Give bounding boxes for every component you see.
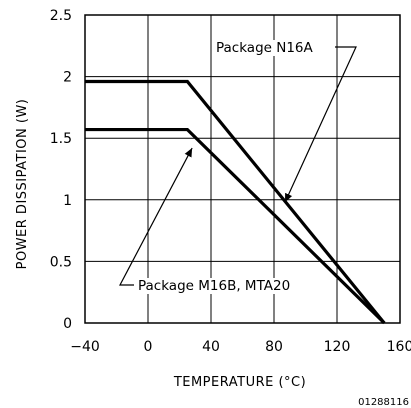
x-tick-label: 40: [202, 339, 220, 355]
grid-lines: [84, 14, 401, 324]
plot-frame: [84, 14, 401, 324]
x-tick-label: 160: [387, 339, 411, 355]
x-axis-title: TEMPERATURE (°C): [173, 375, 306, 390]
x-tick-label: 80: [265, 339, 283, 355]
x-tick-label: 120: [324, 339, 351, 355]
annotations: Package N16A Package M16B, MTA20: [119, 40, 357, 294]
annotation-label-bg: [136, 278, 293, 294]
annotation-label-bg: [214, 40, 316, 56]
annotation-arrow-n16a: [284, 46, 357, 203]
y-tick-label: 1: [63, 193, 72, 209]
series-line-n16a: [85, 79, 386, 325]
tick-labels: −40 0 40 80 120 160 0 0.5 1 1.5 2 2.5: [50, 8, 411, 355]
y-axis-title: POWER DISSIPATION (W): [15, 99, 30, 270]
y-tick-label: 0.5: [50, 254, 72, 270]
y-tick-label: 1.5: [50, 131, 72, 147]
annotation-label-n16a: Package N16A: [216, 40, 314, 56]
annotation-arrow-m16b-mta20: [119, 147, 193, 286]
y-tick-label: 0: [63, 316, 72, 332]
figure-code: 01288116: [358, 397, 409, 408]
x-tick-label: −40: [70, 339, 100, 355]
x-tick-label: 0: [144, 339, 153, 355]
series-layer: [85, 79, 386, 325]
annotation-label-m16b-mta20: Package M16B, MTA20: [138, 278, 290, 294]
y-tick-label: 2.5: [50, 8, 72, 24]
series-line-m16b-mta20: [85, 127, 386, 325]
y-tick-label: 2: [63, 70, 72, 86]
